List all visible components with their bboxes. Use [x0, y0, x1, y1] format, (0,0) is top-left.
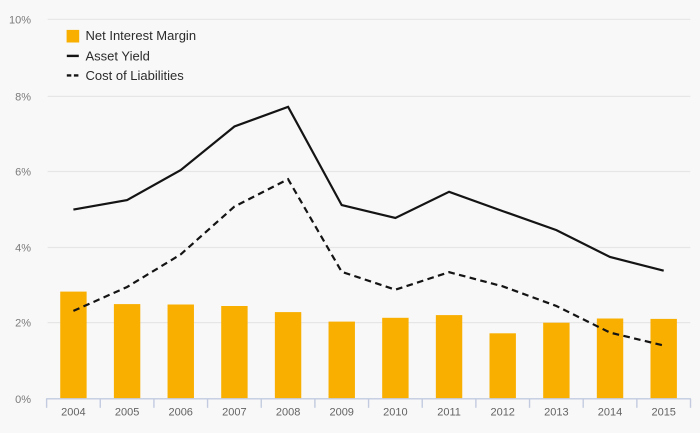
svg-text:2006: 2006	[168, 407, 192, 419]
svg-text:2009: 2009	[329, 407, 353, 419]
svg-text:2%: 2%	[15, 318, 31, 330]
svg-text:2011: 2011	[437, 407, 461, 419]
svg-text:8%: 8%	[15, 91, 31, 103]
svg-text:Net Interest Margin: Net Interest Margin	[86, 28, 197, 43]
svg-text:2008: 2008	[276, 407, 300, 419]
svg-text:0%: 0%	[15, 394, 31, 406]
svg-text:2005: 2005	[115, 407, 139, 419]
svg-text:2015: 2015	[651, 407, 675, 419]
svg-text:6%: 6%	[15, 167, 31, 179]
svg-text:4%: 4%	[15, 243, 31, 255]
svg-text:2010: 2010	[383, 407, 407, 419]
svg-text:2014: 2014	[598, 407, 622, 419]
svg-text:2004: 2004	[61, 407, 85, 419]
svg-text:2012: 2012	[490, 407, 514, 419]
svg-text:2013: 2013	[544, 407, 568, 419]
svg-text:2007: 2007	[222, 407, 246, 419]
svg-text:Asset Yield: Asset Yield	[86, 48, 150, 63]
svg-text:Cost of Liabilities: Cost of Liabilities	[86, 68, 185, 83]
svg-text:10%: 10%	[9, 14, 31, 26]
